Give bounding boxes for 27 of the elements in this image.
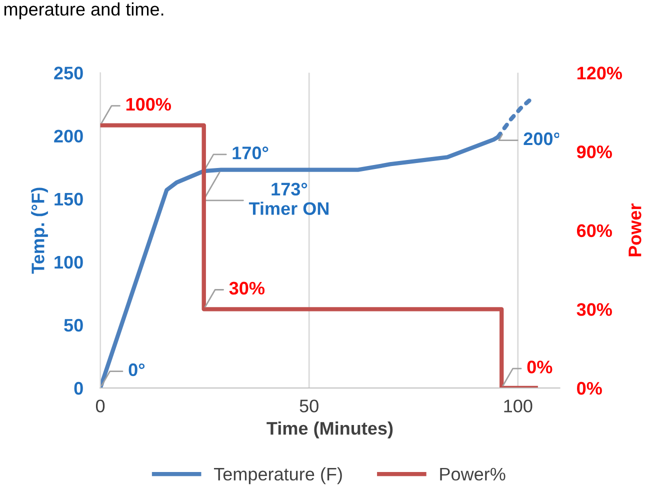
data-label: 100%	[126, 98, 171, 111]
annotation: 0°	[128, 363, 145, 376]
y2-tick-label: 60%	[576, 224, 612, 238]
legend-label: Temperature (F)	[214, 467, 342, 484]
y-tick-label: 250	[54, 66, 83, 80]
y-tick-label: 200	[54, 130, 83, 143]
y-tick-label: 0	[74, 382, 83, 395]
y-tick-label: 100	[54, 256, 83, 269]
y2-tick-label: 90%	[576, 145, 612, 158]
data-label: 0%	[527, 360, 552, 374]
y-axis-title: Temp. (°F)	[31, 188, 48, 274]
y2-tick-label: 120%	[577, 66, 622, 80]
annotation: 170°	[232, 146, 268, 160]
annotation: 200°	[524, 132, 560, 146]
x-axis-title: Time (Minutes)	[266, 422, 393, 438]
legend-label: Power%	[440, 468, 506, 481]
data-label: 30%	[229, 282, 265, 295]
x-tick-label: 100	[504, 400, 532, 412]
y2-tick-label: 0%	[577, 382, 602, 395]
x-tick-label: 50	[300, 400, 318, 412]
annotation: 173° Timer ON	[248, 182, 328, 215]
y-tick-label: 150	[54, 192, 83, 206]
y2-tick-label: 30%	[576, 303, 612, 316]
y2-axis-title: Power	[628, 204, 642, 256]
y-tick-label: 50	[64, 318, 83, 332]
text: mperature and time.	[4, 2, 164, 20]
x-tick-label: 0	[96, 400, 105, 412]
